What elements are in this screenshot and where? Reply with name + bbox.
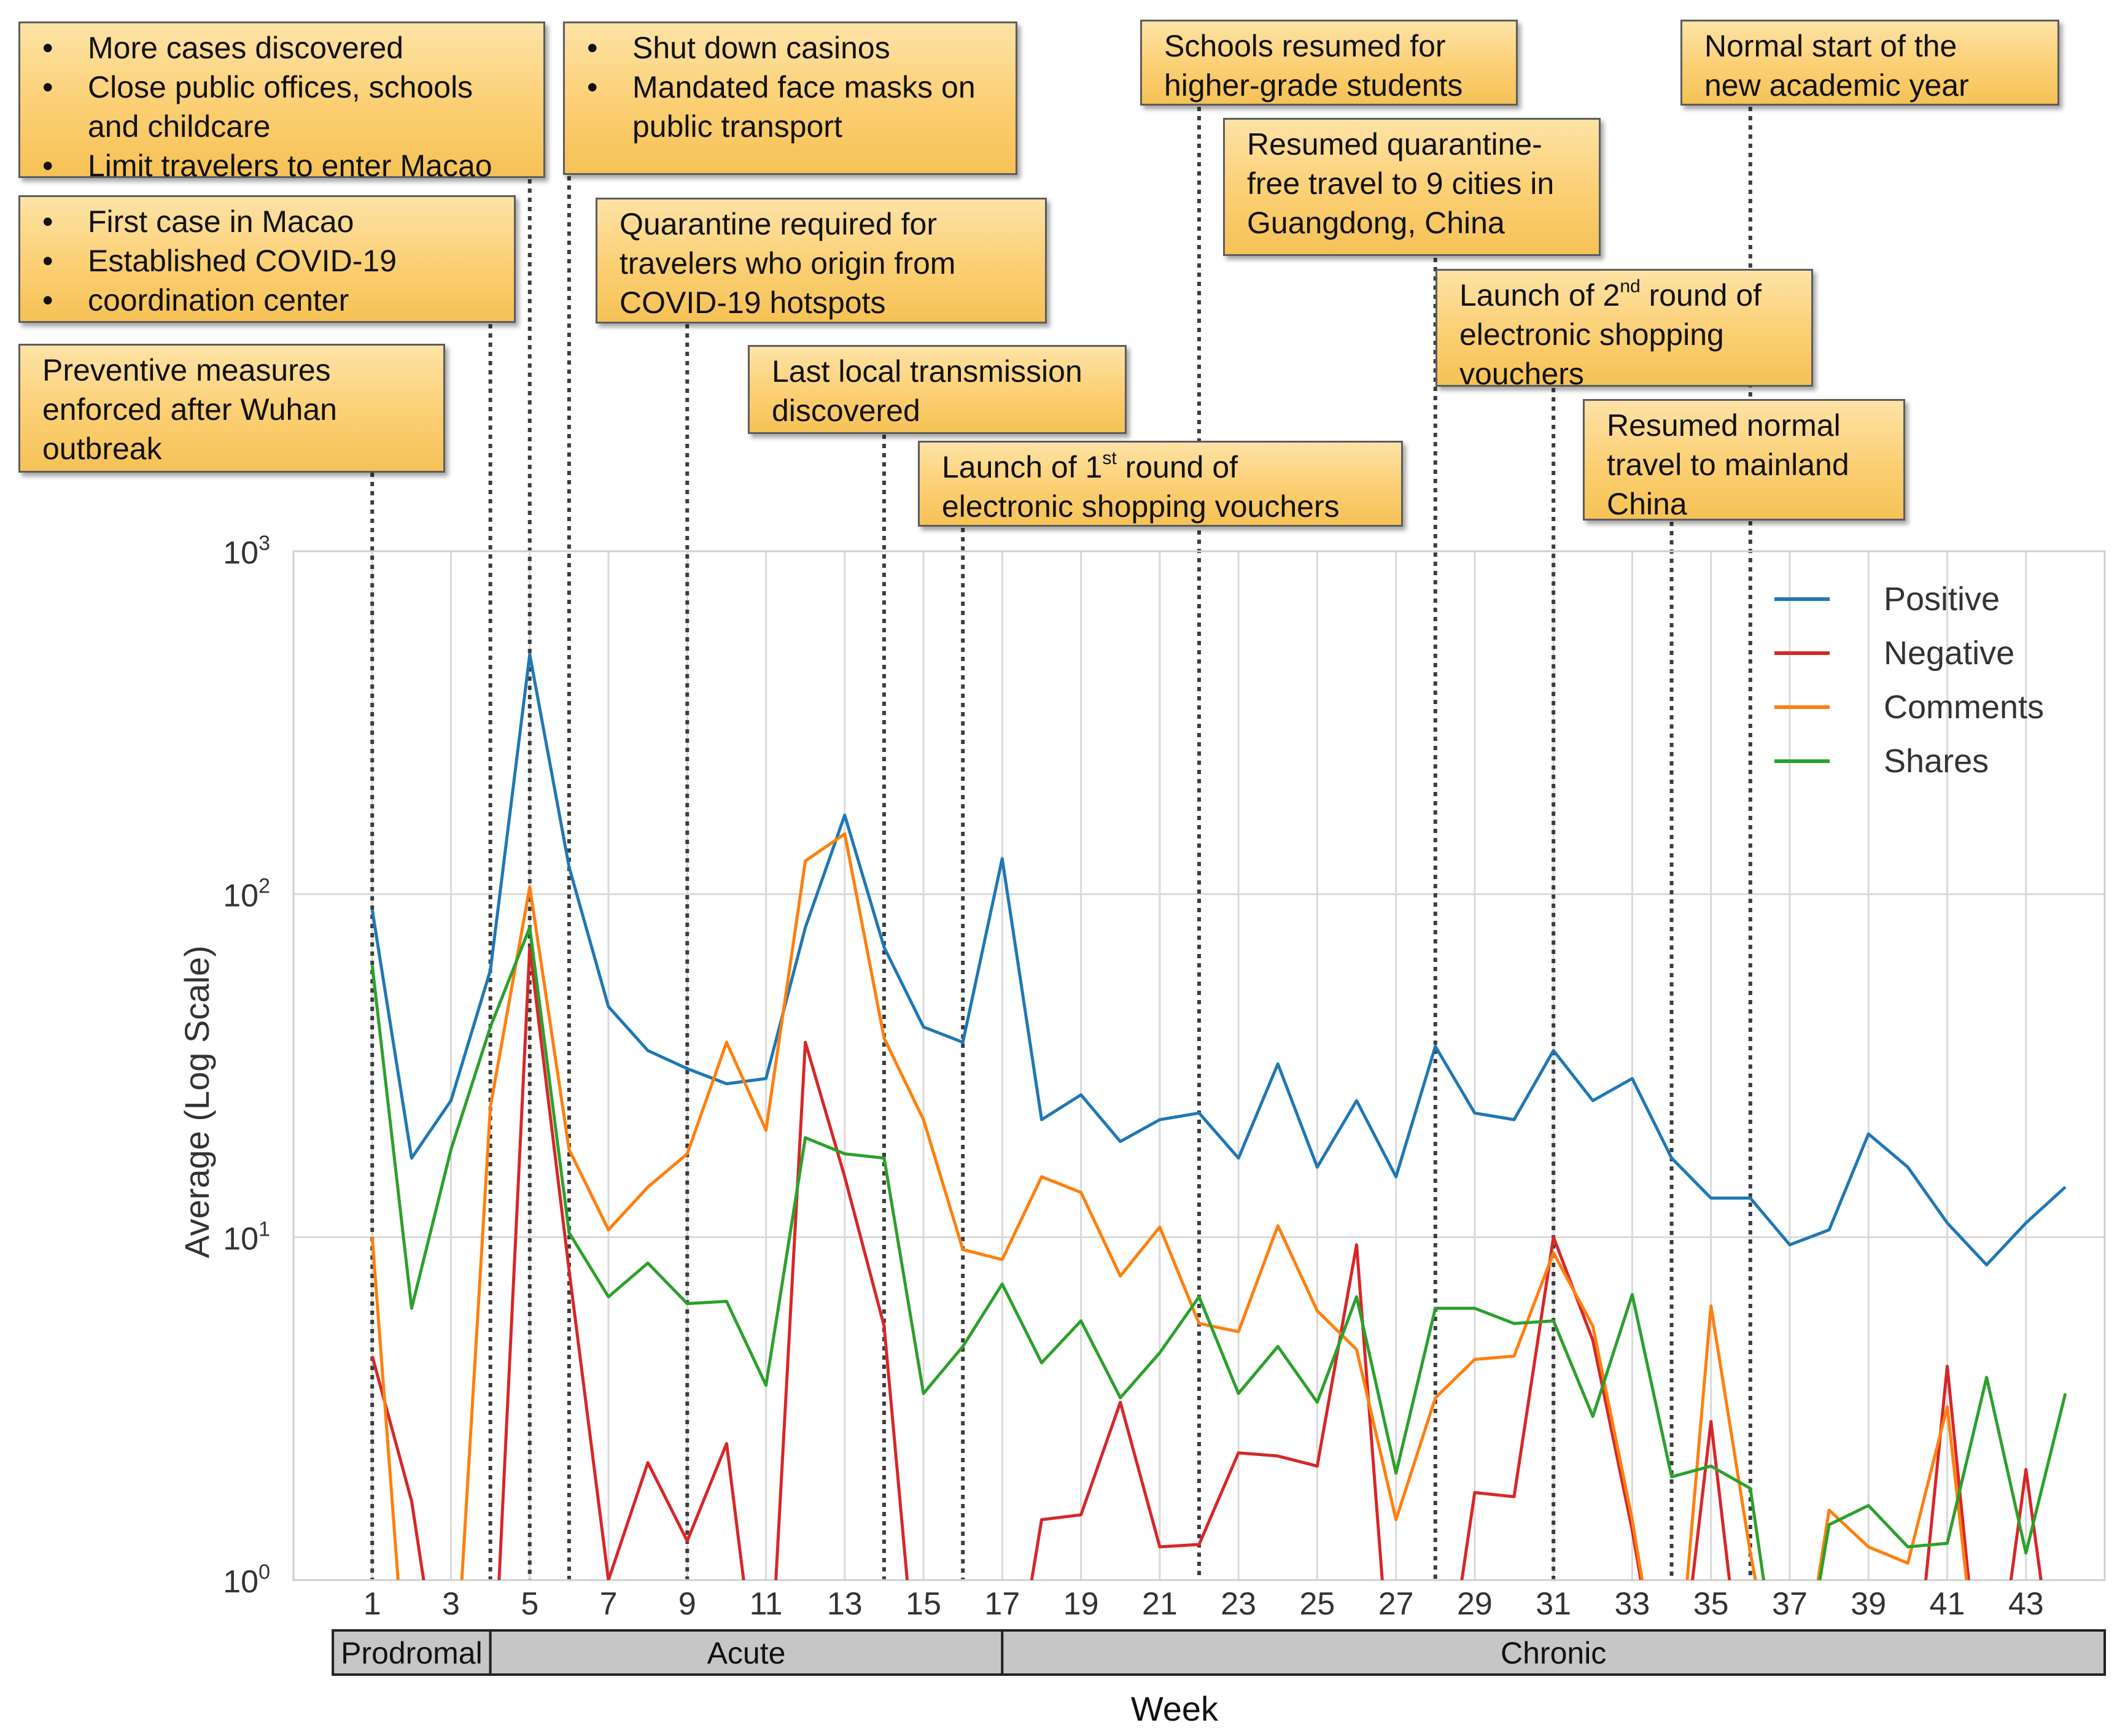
x-tick-label: 3 [442, 1586, 460, 1622]
phase-bar: Prodromal Acute Chronic [332, 1629, 2106, 1676]
x-tick-label: 15 [906, 1586, 941, 1622]
x-tick-label: 21 [1142, 1586, 1178, 1622]
x-tick-label: 23 [1221, 1586, 1256, 1622]
legend-label: Negative [1884, 635, 2014, 672]
annotation-voucher-round-1: Launch of 1st round of electronic shoppi… [918, 441, 1403, 527]
legend-label: Comments [1884, 689, 2044, 726]
x-tick-label: 37 [1772, 1586, 1808, 1622]
x-tick-label: 27 [1378, 1586, 1414, 1622]
annotation-quarantine: Quarantine required for travelers who or… [596, 198, 1047, 324]
y-tick-label: 103 [223, 532, 270, 571]
series-line-shares [370, 926, 2067, 1580]
x-tick-label: 9 [678, 1586, 696, 1622]
y-tick-labels: 100 101 102 103 [223, 532, 270, 1600]
annotation-casinos: Shut down casinos Mandated face masks on… [563, 21, 1017, 175]
annotation-academic-year: Normal start of the new academic year [1680, 20, 2059, 106]
annotation-guangdong-travel: Resumed quarantine- free travel to 9 cit… [1223, 118, 1601, 256]
x-tick-label: 39 [1851, 1586, 1886, 1622]
phase-box [332, 1629, 492, 1676]
x-tick-label: 35 [1693, 1586, 1729, 1622]
event-lines [370, 107, 1752, 1580]
series-line-comments [370, 832, 1968, 1580]
annotation-voucher-round-2: Launch of 2nd round of electronic shoppi… [1435, 269, 1813, 391]
series-lines [370, 653, 2067, 1580]
legend-label: Positive [1884, 581, 2000, 618]
legend-label: Shares [1884, 743, 1989, 780]
phase-label: Chronic [1501, 1636, 1606, 1670]
x-tick-label: 17 [984, 1586, 1020, 1622]
phase-box [1001, 1629, 2106, 1676]
y-axis-label: Average (Log Scale) [177, 945, 216, 1258]
x-tick-label: 33 [1615, 1586, 1650, 1622]
legend: Positive Negative Comments Shares [1774, 581, 2044, 780]
y-tick-label: 100 [223, 1560, 270, 1600]
x-tick-label: 1 [363, 1586, 381, 1622]
x-tick-label: 43 [2008, 1586, 2044, 1622]
x-tick-label: 7 [600, 1586, 618, 1622]
x-axis-label: Week [1131, 1689, 1219, 1728]
annotation-preventive-measures: Preventive measures enforced after Wuhan… [18, 344, 445, 473]
annotation-schools-resumed: Schools resumed for higher-grade student… [1140, 20, 1518, 106]
x-tick-label: 31 [1536, 1586, 1571, 1622]
y-tick-label: 101 [223, 1217, 270, 1257]
x-tick-label: 13 [827, 1586, 863, 1622]
series-line-positive [370, 653, 2067, 1266]
x-tick-label: 11 [750, 1586, 783, 1622]
x-tick-label: 41 [1930, 1586, 1965, 1622]
annotation-mainland-travel: Resumed normal travel to mainland China [1583, 399, 1905, 521]
x-tick-label: 5 [521, 1586, 538, 1622]
annotation-first-case: First case in Macao Established COVID-19… [18, 195, 516, 323]
y-tick-label: 102 [223, 875, 270, 914]
x-tick-label: 19 [1063, 1586, 1099, 1622]
series-line-negative [370, 945, 2043, 1580]
plot-frame [292, 550, 2106, 1581]
annotation-last-transmission: Last local transmission discovered [748, 345, 1127, 434]
x-tick-label: 29 [1457, 1586, 1493, 1622]
x-tick-label: 25 [1299, 1586, 1335, 1622]
phase-label: Prodromal [341, 1636, 483, 1670]
phase-label: Acute [707, 1636, 786, 1670]
annotation-more-cases: More cases discovered Close public offic… [18, 21, 545, 185]
x-tick-labels: 1 3 5 7 9 11 13 15 17 19 21 23 25 27 29 31 33 35 37 39 41 43 [363, 1586, 2044, 1622]
